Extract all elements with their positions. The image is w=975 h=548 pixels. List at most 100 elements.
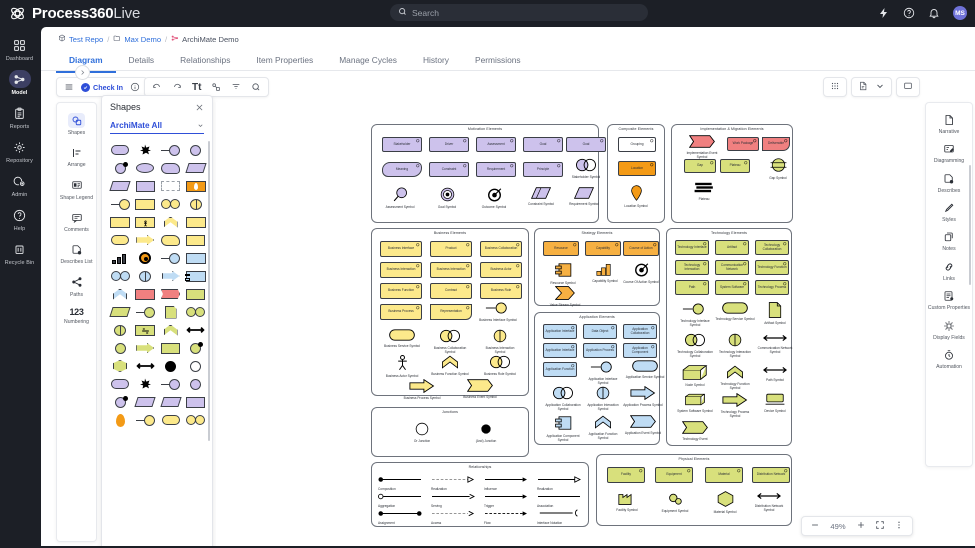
shape-palette-item[interactable] bbox=[109, 179, 131, 193]
relationship-item[interactable]: Realization bbox=[537, 474, 581, 491]
zoom-in-button[interactable] bbox=[856, 520, 866, 533]
relationship-item[interactable]: Flow bbox=[484, 508, 528, 525]
tab-manage-cycles[interactable]: Manage Cycles bbox=[339, 55, 397, 65]
shape-palette-item[interactable] bbox=[185, 215, 207, 229]
diagram-symbol[interactable]: Application Interface Symbol bbox=[581, 360, 625, 386]
grid-dots-icon[interactable] bbox=[830, 81, 840, 94]
diagram-group[interactable]: Relationships Composition Realization Influ… bbox=[371, 462, 589, 527]
relationship-item[interactable]: Composition bbox=[378, 474, 422, 491]
diagram-node[interactable]: Path bbox=[675, 280, 709, 295]
diagram-node[interactable]: Artifact bbox=[715, 240, 749, 255]
shape-palette-item[interactable] bbox=[109, 269, 131, 283]
diagram-group[interactable]: Business Elements Business Interface Produ… bbox=[371, 228, 529, 400]
diagram-symbol[interactable]: Technology Collaboration Symbol bbox=[673, 333, 717, 359]
diagram-canvas[interactable]: Motivation Elements Stakeholder Driver Asse… bbox=[216, 102, 917, 546]
panel-custom-properties[interactable]: Custom Properties bbox=[925, 285, 973, 314]
shape-palette-item[interactable] bbox=[185, 143, 207, 157]
diagram-node[interactable]: Business Interaction bbox=[380, 262, 422, 278]
shape-palette-item[interactable] bbox=[160, 215, 182, 229]
undo-icon[interactable] bbox=[152, 82, 162, 92]
diagram-group[interactable]: Strategy Elements Resource Capability Cours… bbox=[534, 228, 663, 308]
hamburger-menu-icon[interactable] bbox=[64, 82, 74, 92]
diagram-symbol[interactable]: Path Symbol bbox=[753, 365, 797, 383]
diagram-symbol[interactable]: Constraint Symbol bbox=[519, 187, 563, 207]
diagram-node[interactable]: Data Object bbox=[583, 324, 617, 339]
sidebar-item-help[interactable]: Help bbox=[0, 202, 39, 235]
diagram-symbol[interactable]: Node Symbol bbox=[673, 365, 717, 388]
shape-palette-item[interactable] bbox=[160, 179, 182, 193]
shape-palette-item[interactable] bbox=[160, 377, 182, 391]
shape-palette-item[interactable] bbox=[109, 287, 131, 301]
diagram-symbol[interactable]: Business Interface Symbol bbox=[476, 301, 520, 323]
diagram-symbol[interactable]: Value Stream Symbol bbox=[543, 286, 587, 308]
tab-relationships[interactable]: Relationships bbox=[180, 55, 231, 65]
shape-palette-item[interactable] bbox=[160, 269, 182, 283]
breadcrumb-item-max-demo[interactable]: Max Demo bbox=[113, 34, 161, 44]
diagram-symbol[interactable]: Technology Process Symbol bbox=[713, 392, 757, 419]
sidebar-item-model[interactable]: Model bbox=[0, 66, 39, 99]
shape-palette-item[interactable] bbox=[134, 233, 156, 247]
diagram-node[interactable]: Meaning bbox=[382, 162, 422, 177]
diagram-symbol[interactable]: Course Of Action Symbol bbox=[619, 262, 663, 285]
quick-actions-icon[interactable] bbox=[878, 7, 890, 19]
diagram-symbol[interactable]: Application Collaboration Symbol bbox=[541, 386, 585, 412]
canvas-search-icon[interactable] bbox=[251, 82, 261, 92]
shape-palette-item[interactable] bbox=[109, 305, 131, 319]
shape-palette-item[interactable] bbox=[185, 161, 207, 175]
diagram-node[interactable]: Representation bbox=[430, 304, 472, 320]
format-brush-icon[interactable] bbox=[231, 82, 241, 92]
diagram-symbol[interactable]: Application Interaction Symbol bbox=[581, 386, 625, 412]
diagram-symbol[interactable]: Material Symbol bbox=[703, 491, 747, 515]
shape-palette-item[interactable] bbox=[109, 323, 131, 337]
diagram-node[interactable]: Technology Collaboration bbox=[755, 240, 789, 255]
relationship-item[interactable]: Aggregation bbox=[378, 491, 422, 508]
diagram-node[interactable]: Technology Interface bbox=[675, 240, 709, 255]
shapes-panel-scrollbar[interactable] bbox=[207, 141, 210, 441]
search-input[interactable] bbox=[412, 7, 640, 18]
diagram-symbol[interactable]: Technology Interface Symbol bbox=[673, 302, 717, 328]
breadcrumb-item-archimate-demo[interactable]: ArchiMate Demo bbox=[171, 34, 239, 44]
diagram-symbol[interactable]: Stakeholder Symbol bbox=[564, 158, 608, 180]
relationship-item[interactable]: Association bbox=[537, 491, 581, 508]
diagram-symbol[interactable]: Distribution Network Symbol bbox=[747, 491, 791, 513]
diagram-symbol[interactable]: Or Junction bbox=[400, 422, 444, 444]
shape-palette-item[interactable] bbox=[109, 413, 131, 427]
comment-box-icon[interactable] bbox=[903, 81, 913, 94]
diagram-node[interactable]: Technology Interaction bbox=[675, 260, 709, 275]
relationship-item[interactable]: Trigger bbox=[484, 491, 528, 508]
shape-palette-item[interactable] bbox=[160, 413, 182, 427]
shape-palette-item[interactable] bbox=[134, 341, 156, 355]
diagram-node[interactable]: System Software bbox=[715, 280, 749, 295]
diagram-node[interactable]: Requirement bbox=[476, 162, 516, 177]
diagram-node[interactable]: Business Interface bbox=[380, 241, 422, 257]
notifications-icon[interactable] bbox=[928, 7, 940, 19]
shape-palette-item[interactable] bbox=[134, 269, 156, 283]
chevron-down-icon[interactable] bbox=[875, 81, 885, 94]
diagram-node[interactable]: Business Interaction bbox=[430, 262, 472, 278]
diagram-node[interactable]: Application Collaboration bbox=[623, 324, 657, 339]
zoom-out-button[interactable] bbox=[810, 520, 820, 533]
check-in-button[interactable]: Check In bbox=[81, 82, 123, 92]
shape-palette-item[interactable] bbox=[109, 341, 131, 355]
shape-library-select[interactable]: ArchiMate All bbox=[110, 118, 204, 134]
diagram-node[interactable]: Contract bbox=[430, 283, 472, 299]
diagram-symbol[interactable]: Equipment Symbol bbox=[653, 491, 697, 514]
diagram-symbol[interactable]: Gap Symbol bbox=[756, 157, 800, 181]
shape-palette-item[interactable] bbox=[134, 215, 156, 229]
shape-palette-grid[interactable] bbox=[102, 138, 212, 546]
diagram-symbol[interactable]: Application Function Symbol bbox=[581, 415, 625, 441]
shape-palette-item[interactable] bbox=[185, 359, 207, 373]
more-vertical-icon[interactable] bbox=[894, 520, 904, 533]
shape-palette-item[interactable] bbox=[134, 323, 156, 337]
shape-palette-item[interactable] bbox=[160, 233, 182, 247]
diagram-symbol[interactable]: Application Component Symbol bbox=[541, 415, 585, 443]
relationship-item[interactable]: Realization bbox=[431, 474, 475, 491]
panel-describes[interactable]: Describes bbox=[925, 168, 973, 197]
diagram-symbol[interactable]: Technology Service Symbol bbox=[713, 302, 757, 322]
diagram-symbol[interactable]: Technology Interaction Symbol bbox=[713, 333, 757, 359]
panel-collapse-button[interactable] bbox=[75, 65, 90, 80]
shape-palette-item[interactable] bbox=[134, 395, 156, 409]
diagram-symbol[interactable]: Resource Symbol bbox=[541, 262, 585, 286]
diagram-symbol[interactable]: Application Process Symbol bbox=[621, 385, 665, 408]
diagram-group[interactable]: Application Elements Application Interfac… bbox=[534, 312, 664, 445]
